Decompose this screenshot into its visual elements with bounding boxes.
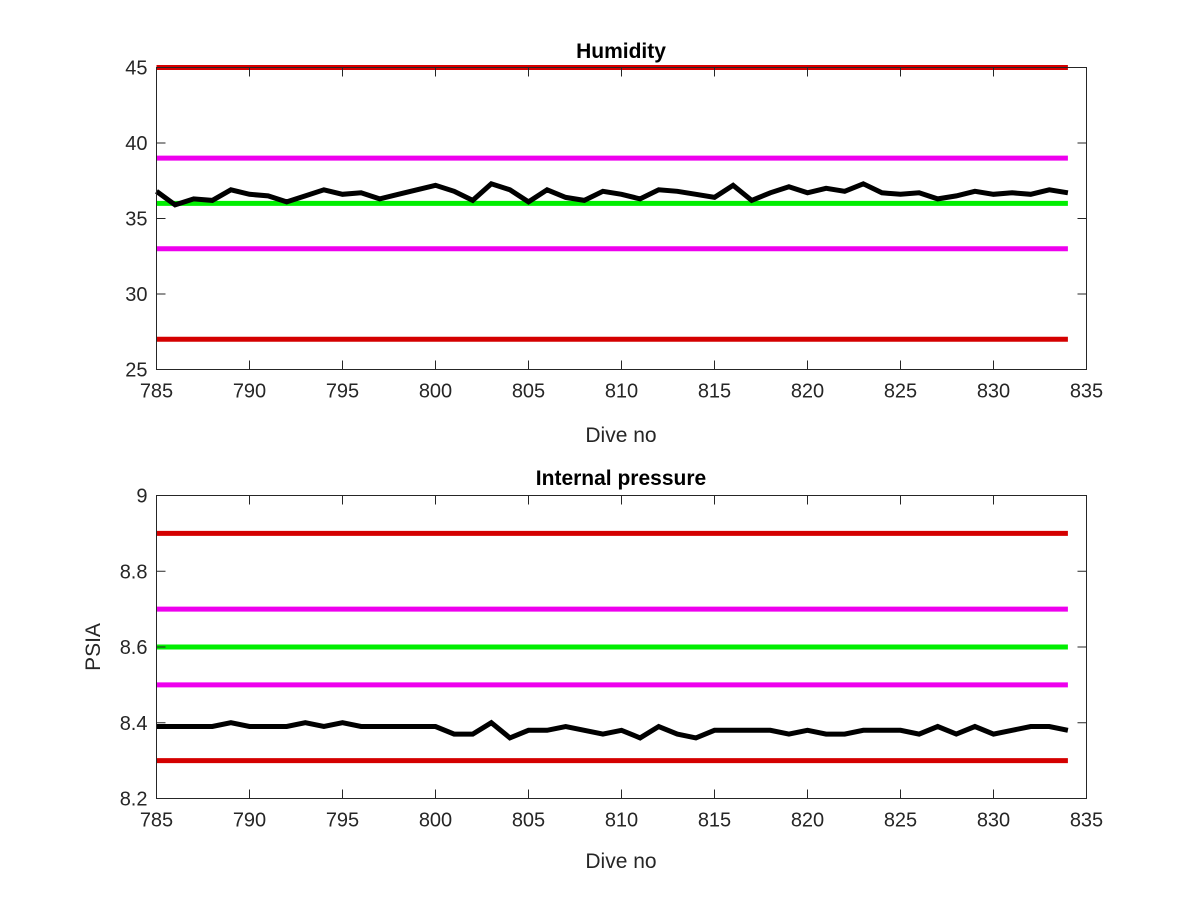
humidity-x-tick-label-4: 805 (512, 381, 545, 403)
internal-pressure-y-axis-label: PSIA (82, 623, 105, 671)
internal-pressure-series-line-0 (156, 719, 1069, 741)
humidity-x-tick-label-1: 790 (233, 381, 266, 403)
humidity-y-tick-label-2: 35 (125, 209, 147, 231)
internal-pressure-x-tick-label-2: 795 (326, 810, 359, 832)
humidity-x-tick-label-6: 815 (698, 381, 731, 403)
internal-pressure-x-tick-label-0: 785 (140, 810, 173, 832)
humidity-ticks: 785 790 795 800 805 810 815 820 825 830 835 25 30 35 4… (125, 58, 1103, 403)
humidity-x-tick-label-0: 785 (140, 381, 173, 403)
internal-pressure-marks (156, 530, 1069, 764)
humidity-x-tick-label-8: 825 (884, 381, 917, 403)
internal-pressure-x-tick-label-6: 815 (698, 810, 731, 832)
internal-pressure-ticks: 785 790 795 800 805 810 815 820 825 830 835 8.2 8.4 8… (120, 486, 1104, 832)
internal-pressure-y-tick-label-0: 8.2 (120, 789, 148, 811)
internal-pressure-x-tick-label-9: 830 (977, 810, 1010, 832)
internal-pressure-y-tick-label-3: 8.8 (120, 561, 148, 583)
internal-pressure-x-tick-label-5: 810 (605, 810, 638, 832)
internal-pressure-chart-title: Internal pressure (536, 467, 706, 490)
humidity-y-tick-label-4: 45 (125, 58, 147, 80)
humidity-x-tick-label-3: 800 (419, 381, 452, 403)
humidity-y-tick-label-1: 30 (125, 284, 147, 306)
humidity-x-tick-label-5: 810 (605, 381, 638, 403)
humidity-axes-box (156, 67, 1087, 370)
internal-pressure-y-tick-label-4: 9 (136, 486, 147, 508)
internal-pressure-x-axis-label: Dive no (585, 850, 656, 873)
humidity-chart: Humidity 785 790 795 800 805 810 815 820 825 830 8… (125, 40, 1103, 447)
internal-pressure-x-tick-label-4: 805 (512, 810, 545, 832)
internal-pressure-x-tick-label-1: 790 (233, 810, 266, 832)
internal-pressure-x-tick-label-8: 825 (884, 810, 917, 832)
internal-pressure-y-tick-label-2: 8.6 (120, 637, 148, 659)
internal-pressure-x-tick-label-10: 835 (1070, 810, 1103, 832)
internal-pressure-y-tick-label-1: 8.4 (120, 713, 148, 735)
humidity-y-tick-label-3: 40 (125, 133, 147, 155)
humidity-x-tick-label-9: 830 (977, 381, 1010, 403)
internal-pressure-chart: Internal pressure 785 790 795 800 805 810 815 8… (82, 467, 1103, 873)
humidity-x-tick-label-7: 820 (791, 381, 824, 403)
humidity-x-tick-label-2: 795 (326, 381, 359, 403)
humidity-x-tick-label-10: 835 (1070, 381, 1103, 403)
internal-pressure-x-tick-label-3: 800 (419, 810, 452, 832)
humidity-series-line-0 (155, 180, 1069, 208)
humidity-marks (155, 65, 1069, 342)
humidity-chart-title: Humidity (576, 40, 666, 63)
humidity-x-axis-label: Dive no (585, 424, 656, 447)
humidity-y-tick-label-0: 25 (125, 360, 147, 382)
internal-pressure-x-tick-label-7: 820 (791, 810, 824, 832)
